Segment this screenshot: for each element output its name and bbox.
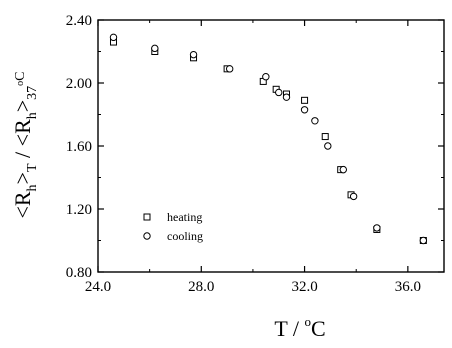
y-label-den-sup: o [15,81,26,86]
y-label-num-end: > [10,172,35,184]
y-label-den-sub: h [25,112,40,119]
x-axis-label-main: T / [274,316,304,341]
legend-label-heating: heating [167,210,202,224]
y-tick-label: 0.80 [66,265,92,281]
cooling-point [300,106,309,114]
cooling-point [349,192,358,201]
x-axis-label-unit: C [311,316,326,341]
cooling-point [419,236,428,245]
x-tick-label: 36.0 [395,279,421,295]
x-tick-label: 32.0 [291,279,317,295]
cooling-point [324,142,332,150]
y-tick-label: 1.20 [66,202,92,218]
cooling-point [339,165,347,174]
cooling-point [109,33,118,42]
cooling-point [282,93,291,101]
legend: heating cooling [143,210,203,243]
cooling-point [151,44,159,53]
cooling-point [189,50,198,59]
y-label-num-t: T [25,163,40,172]
y-label-den-end: > [10,100,35,112]
legend-marker-cooling [143,232,151,240]
x-axis-ticks: 24.0 28.0 32.0 36.0 [85,20,421,295]
x-axis-label-degree: o [304,314,311,329]
y-label-den-unit: C [13,71,28,80]
y-label-den: <R [10,119,35,146]
legend-label-cooling: cooling [167,229,203,243]
x-tick-label: 28.0 [188,279,214,295]
cooling-point [311,117,319,125]
heating-point [301,96,309,104]
x-axis-label: T / oC [274,314,325,341]
heating-point [321,133,329,141]
cooling-point [373,224,381,232]
y-tick-label: 2.00 [66,76,92,92]
y-label-den-t: 37 [25,86,40,100]
legend-marker-heating [143,213,151,221]
cooling-point [225,65,234,73]
y-axis-label: <Rh>T / <Rh>37oC [10,71,40,218]
x-tick-label: 24.0 [85,279,111,295]
y-axis-ticks: 0.80 1.20 1.60 2.00 2.40 [66,13,444,281]
y-tick-label: 1.60 [66,139,92,155]
y-label-num: <R [10,191,35,218]
cooling-point [262,73,270,81]
y-label-num-sub: h [25,184,40,191]
data-points [109,33,428,245]
y-label-slash: / [10,146,35,163]
y-tick-label: 2.40 [66,13,92,29]
cooling-point [275,88,283,97]
